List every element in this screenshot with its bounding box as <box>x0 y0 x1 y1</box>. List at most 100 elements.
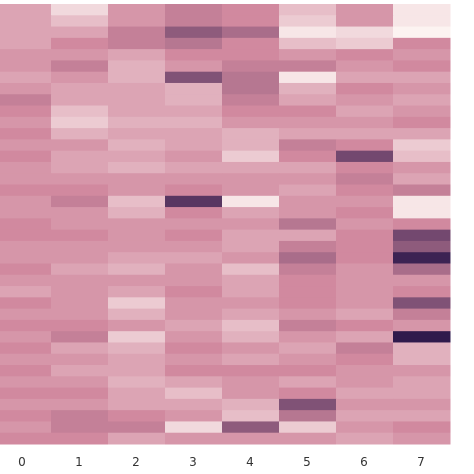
heatmap-cell-r30-c1 <box>51 342 109 355</box>
heatmap-cell-r1-c7 <box>393 15 451 28</box>
heatmap-cell-r34-c7 <box>393 387 451 400</box>
heatmap-cell-r30-c3 <box>165 342 223 355</box>
heatmap-cell-r36-c7 <box>393 410 451 422</box>
heatmap-cell-r31-c3 <box>165 353 223 366</box>
heatmap-cell-r1-c6 <box>336 15 394 28</box>
heatmap-cell-r34-c6 <box>336 387 394 400</box>
heatmap-cell-r3-c6 <box>336 37 394 50</box>
heatmap-cell-r11-c5 <box>279 128 337 140</box>
heatmap-cell-r21-c1 <box>51 240 109 253</box>
heatmap-cell-r10-c6 <box>336 116 394 129</box>
heatmap-cell-r13-c5 <box>279 150 337 163</box>
heatmap-cell-r4-c0 <box>0 49 52 61</box>
heatmap-cell-r32-c6 <box>336 365 394 377</box>
heatmap-cell-r4-c4 <box>222 49 280 61</box>
heatmap-cell-r13-c6 <box>336 150 394 163</box>
heatmap-cell-r30-c7 <box>393 342 451 355</box>
heatmap-cell-r17-c0 <box>0 195 52 208</box>
heatmap-cell-r26-c0 <box>0 297 52 310</box>
heatmap-cell-r12-c3 <box>165 139 223 152</box>
heatmap-cell-r37-c3 <box>165 421 223 434</box>
heatmap-cell-r37-c5 <box>279 421 337 434</box>
heatmap-cell-r20-c5 <box>279 229 337 242</box>
heatmap-cell-r16-c5 <box>279 184 337 197</box>
heatmap-cell-r3-c2 <box>108 37 166 50</box>
heatmap-cell-r22-c6 <box>336 252 394 264</box>
heatmap-cell-r8-c2 <box>108 94 166 107</box>
heatmap-cell-r0-c4 <box>222 4 280 16</box>
heatmap-cell-r27-c6 <box>336 308 394 321</box>
heatmap-cell-r1-c0 <box>0 15 52 28</box>
heatmap-cell-r1-c1 <box>51 15 109 28</box>
heatmap-cell-r3-c3 <box>165 37 223 50</box>
heatmap-cell-r18-c6 <box>336 207 394 219</box>
heatmap-cell-r7-c3 <box>165 82 223 95</box>
heatmap-cell-r7-c1 <box>51 82 109 95</box>
heatmap-cell-r23-c5 <box>279 263 337 276</box>
heatmap-cell-r27-c2 <box>108 308 166 321</box>
heatmap-cell-r5-c6 <box>336 60 394 73</box>
heatmap-cell-r16-c0 <box>0 184 52 197</box>
heatmap-cell-r25-c2 <box>108 286 166 298</box>
heatmap-cell-r8-c1 <box>51 94 109 107</box>
heatmap-cell-r24-c6 <box>336 274 394 287</box>
heatmap-cell-r29-c0 <box>0 331 52 343</box>
heatmap-cell-r16-c7 <box>393 184 451 197</box>
heatmap-cell-r15-c7 <box>393 173 451 186</box>
heatmap-cell-r35-c1 <box>51 398 109 411</box>
heatmap-cell-r4-c1 <box>51 49 109 61</box>
heatmap-cell-r24-c5 <box>279 274 337 287</box>
heatmap-cell-r9-c4 <box>222 105 280 118</box>
heatmap-cell-r36-c0 <box>0 410 52 422</box>
heatmap-cell-r36-c5 <box>279 410 337 422</box>
heatmap-cell-r7-c6 <box>336 82 394 95</box>
heatmap-cell-r29-c7 <box>393 331 451 343</box>
heatmap-cell-r29-c1 <box>51 331 109 343</box>
heatmap-cell-r15-c6 <box>336 173 394 186</box>
heatmap-cell-r28-c7 <box>393 319 451 332</box>
heatmap-cell-r14-c2 <box>108 161 166 174</box>
heatmap-cell-r24-c7 <box>393 274 451 287</box>
heatmap-cell-r32-c3 <box>165 365 223 377</box>
heatmap-cell-r28-c0 <box>0 319 52 332</box>
heatmap-cell-r22-c3 <box>165 252 223 264</box>
heatmap-cell-r9-c2 <box>108 105 166 118</box>
heatmap-cell-r14-c6 <box>336 161 394 174</box>
heatmap-cell-r9-c3 <box>165 105 223 118</box>
heatmap-cell-r19-c6 <box>336 218 394 231</box>
heatmap-cell-r11-c3 <box>165 128 223 140</box>
heatmap-cell-r17-c6 <box>336 195 394 208</box>
heatmap-cell-r15-c1 <box>51 173 109 186</box>
heatmap-cell-r37-c1 <box>51 421 109 434</box>
heatmap-cell-r35-c0 <box>0 398 52 411</box>
heatmap-cell-r37-c7 <box>393 421 451 434</box>
heatmap-cell-r21-c2 <box>108 240 166 253</box>
heatmap-cell-r17-c3 <box>165 195 223 208</box>
heatmap-cell-r12-c2 <box>108 139 166 152</box>
heatmap-cell-r26-c1 <box>51 297 109 310</box>
heatmap-cell-r4-c7 <box>393 49 451 61</box>
heatmap-cell-r23-c3 <box>165 263 223 276</box>
heatmap-cell-r15-c2 <box>108 173 166 186</box>
heatmap-cell-r21-c7 <box>393 240 451 253</box>
heatmap-cell-r4-c2 <box>108 49 166 61</box>
heatmap-cell-r9-c1 <box>51 105 109 118</box>
heatmap-cell-r33-c2 <box>108 376 166 389</box>
heatmap-cell-r0-c2 <box>108 4 166 16</box>
heatmap-cell-r15-c4 <box>222 173 280 186</box>
heatmap-cell-r36-c2 <box>108 410 166 422</box>
heatmap-cell-r27-c7 <box>393 308 451 321</box>
heatmap-cell-r19-c7 <box>393 218 451 231</box>
heatmap-cell-r11-c2 <box>108 128 166 140</box>
heatmap-cell-r7-c4 <box>222 82 280 95</box>
heatmap-cell-r12-c6 <box>336 139 394 152</box>
heatmap-cell-r9-c6 <box>336 105 394 118</box>
heatmap-cell-r10-c5 <box>279 116 337 129</box>
heatmap-cell-r13-c1 <box>51 150 109 163</box>
heatmap-cell-r24-c4 <box>222 274 280 287</box>
heatmap-cell-r1-c4 <box>222 15 280 28</box>
heatmap-cell-r16-c1 <box>51 184 109 197</box>
heatmap-cell-r28-c6 <box>336 319 394 332</box>
heatmap-cell-r3-c0 <box>0 37 52 50</box>
